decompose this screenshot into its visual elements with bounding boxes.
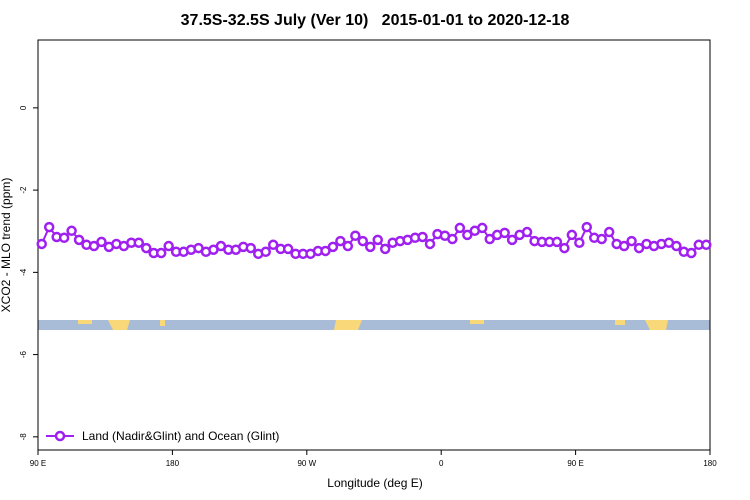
data-point bbox=[58, 232, 70, 244]
data-point bbox=[141, 242, 152, 254]
data-point bbox=[320, 245, 331, 257]
data-point bbox=[551, 236, 563, 248]
data-point bbox=[424, 238, 436, 250]
data-point bbox=[88, 240, 100, 252]
data-point bbox=[335, 235, 346, 247]
data-point bbox=[282, 243, 294, 255]
data-point bbox=[372, 234, 383, 246]
data-point bbox=[447, 233, 458, 245]
x-tick-label: 90 W bbox=[297, 459, 316, 468]
data-point bbox=[506, 234, 518, 246]
x-tick-label: 90 E bbox=[30, 459, 46, 468]
data-point bbox=[454, 222, 466, 234]
data-point bbox=[566, 229, 578, 241]
data-point bbox=[327, 241, 339, 253]
legend-label: Land (Nadir&Glint) and Ocean (Glint) bbox=[82, 429, 279, 443]
y-tick-label: -2 bbox=[19, 186, 28, 194]
data-point bbox=[365, 241, 376, 253]
chart-title: 37.5S-32.5S July (Ver 10) 2015-01-01 to … bbox=[181, 12, 570, 29]
y-tick-label: -6 bbox=[19, 350, 28, 358]
data-point bbox=[484, 233, 495, 245]
data-point bbox=[671, 240, 682, 252]
data-point bbox=[260, 246, 271, 258]
data-point bbox=[36, 238, 47, 250]
x-tick-label: 180 bbox=[703, 459, 717, 468]
x-tick-label: 0 bbox=[439, 459, 444, 468]
data-point bbox=[626, 235, 637, 247]
x-axis-label: Longitude (deg E) bbox=[327, 476, 422, 490]
data-point bbox=[633, 242, 645, 254]
data-point bbox=[96, 236, 107, 248]
data-point bbox=[596, 233, 607, 245]
data-point bbox=[603, 226, 615, 238]
data-point bbox=[499, 227, 510, 239]
data-point bbox=[267, 239, 279, 251]
y-axis-label: XCO2 - MLO trend (ppm) bbox=[0, 178, 13, 313]
y-tick-label: -8 bbox=[19, 433, 28, 441]
y-tick-label: -4 bbox=[19, 268, 28, 276]
data-point bbox=[73, 234, 85, 246]
data-point bbox=[574, 237, 585, 248]
data-point bbox=[701, 239, 712, 251]
data-point bbox=[618, 240, 630, 252]
data-point bbox=[245, 242, 257, 254]
data-point bbox=[43, 221, 55, 233]
data-point bbox=[462, 229, 473, 241]
x-tick-label: 180 bbox=[166, 459, 180, 468]
data-point bbox=[559, 242, 570, 254]
data-point bbox=[357, 235, 369, 247]
data-point bbox=[342, 240, 354, 252]
legend-marker bbox=[54, 430, 66, 442]
data-point bbox=[163, 240, 174, 252]
x-tick-label: 90 E bbox=[567, 459, 583, 468]
data-point bbox=[581, 221, 593, 233]
data-point bbox=[417, 231, 428, 243]
data-point bbox=[477, 222, 488, 234]
y-tick-label: 0 bbox=[19, 105, 28, 110]
map-strip bbox=[38, 320, 710, 330]
data-point bbox=[521, 226, 533, 238]
data-point bbox=[379, 243, 391, 255]
data-point bbox=[133, 237, 145, 248]
data-point bbox=[66, 225, 77, 237]
data-point bbox=[155, 247, 167, 259]
data-point bbox=[686, 247, 697, 259]
data-point bbox=[350, 230, 361, 241]
